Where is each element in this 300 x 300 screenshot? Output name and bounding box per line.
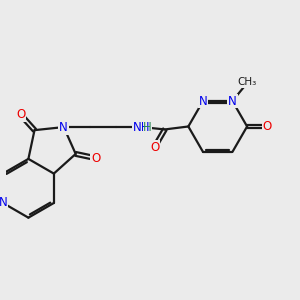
Text: N: N [59,121,68,134]
Text: H: H [142,121,151,134]
Text: O: O [16,108,26,122]
Text: CH₃: CH₃ [238,77,257,87]
Text: O: O [262,120,272,133]
Text: N: N [133,121,141,134]
Text: O: O [91,152,101,165]
Text: N: N [228,94,237,107]
Text: NH: NH [133,121,151,134]
Text: N: N [199,94,207,107]
Text: O: O [150,141,159,154]
Text: N: N [0,196,7,209]
